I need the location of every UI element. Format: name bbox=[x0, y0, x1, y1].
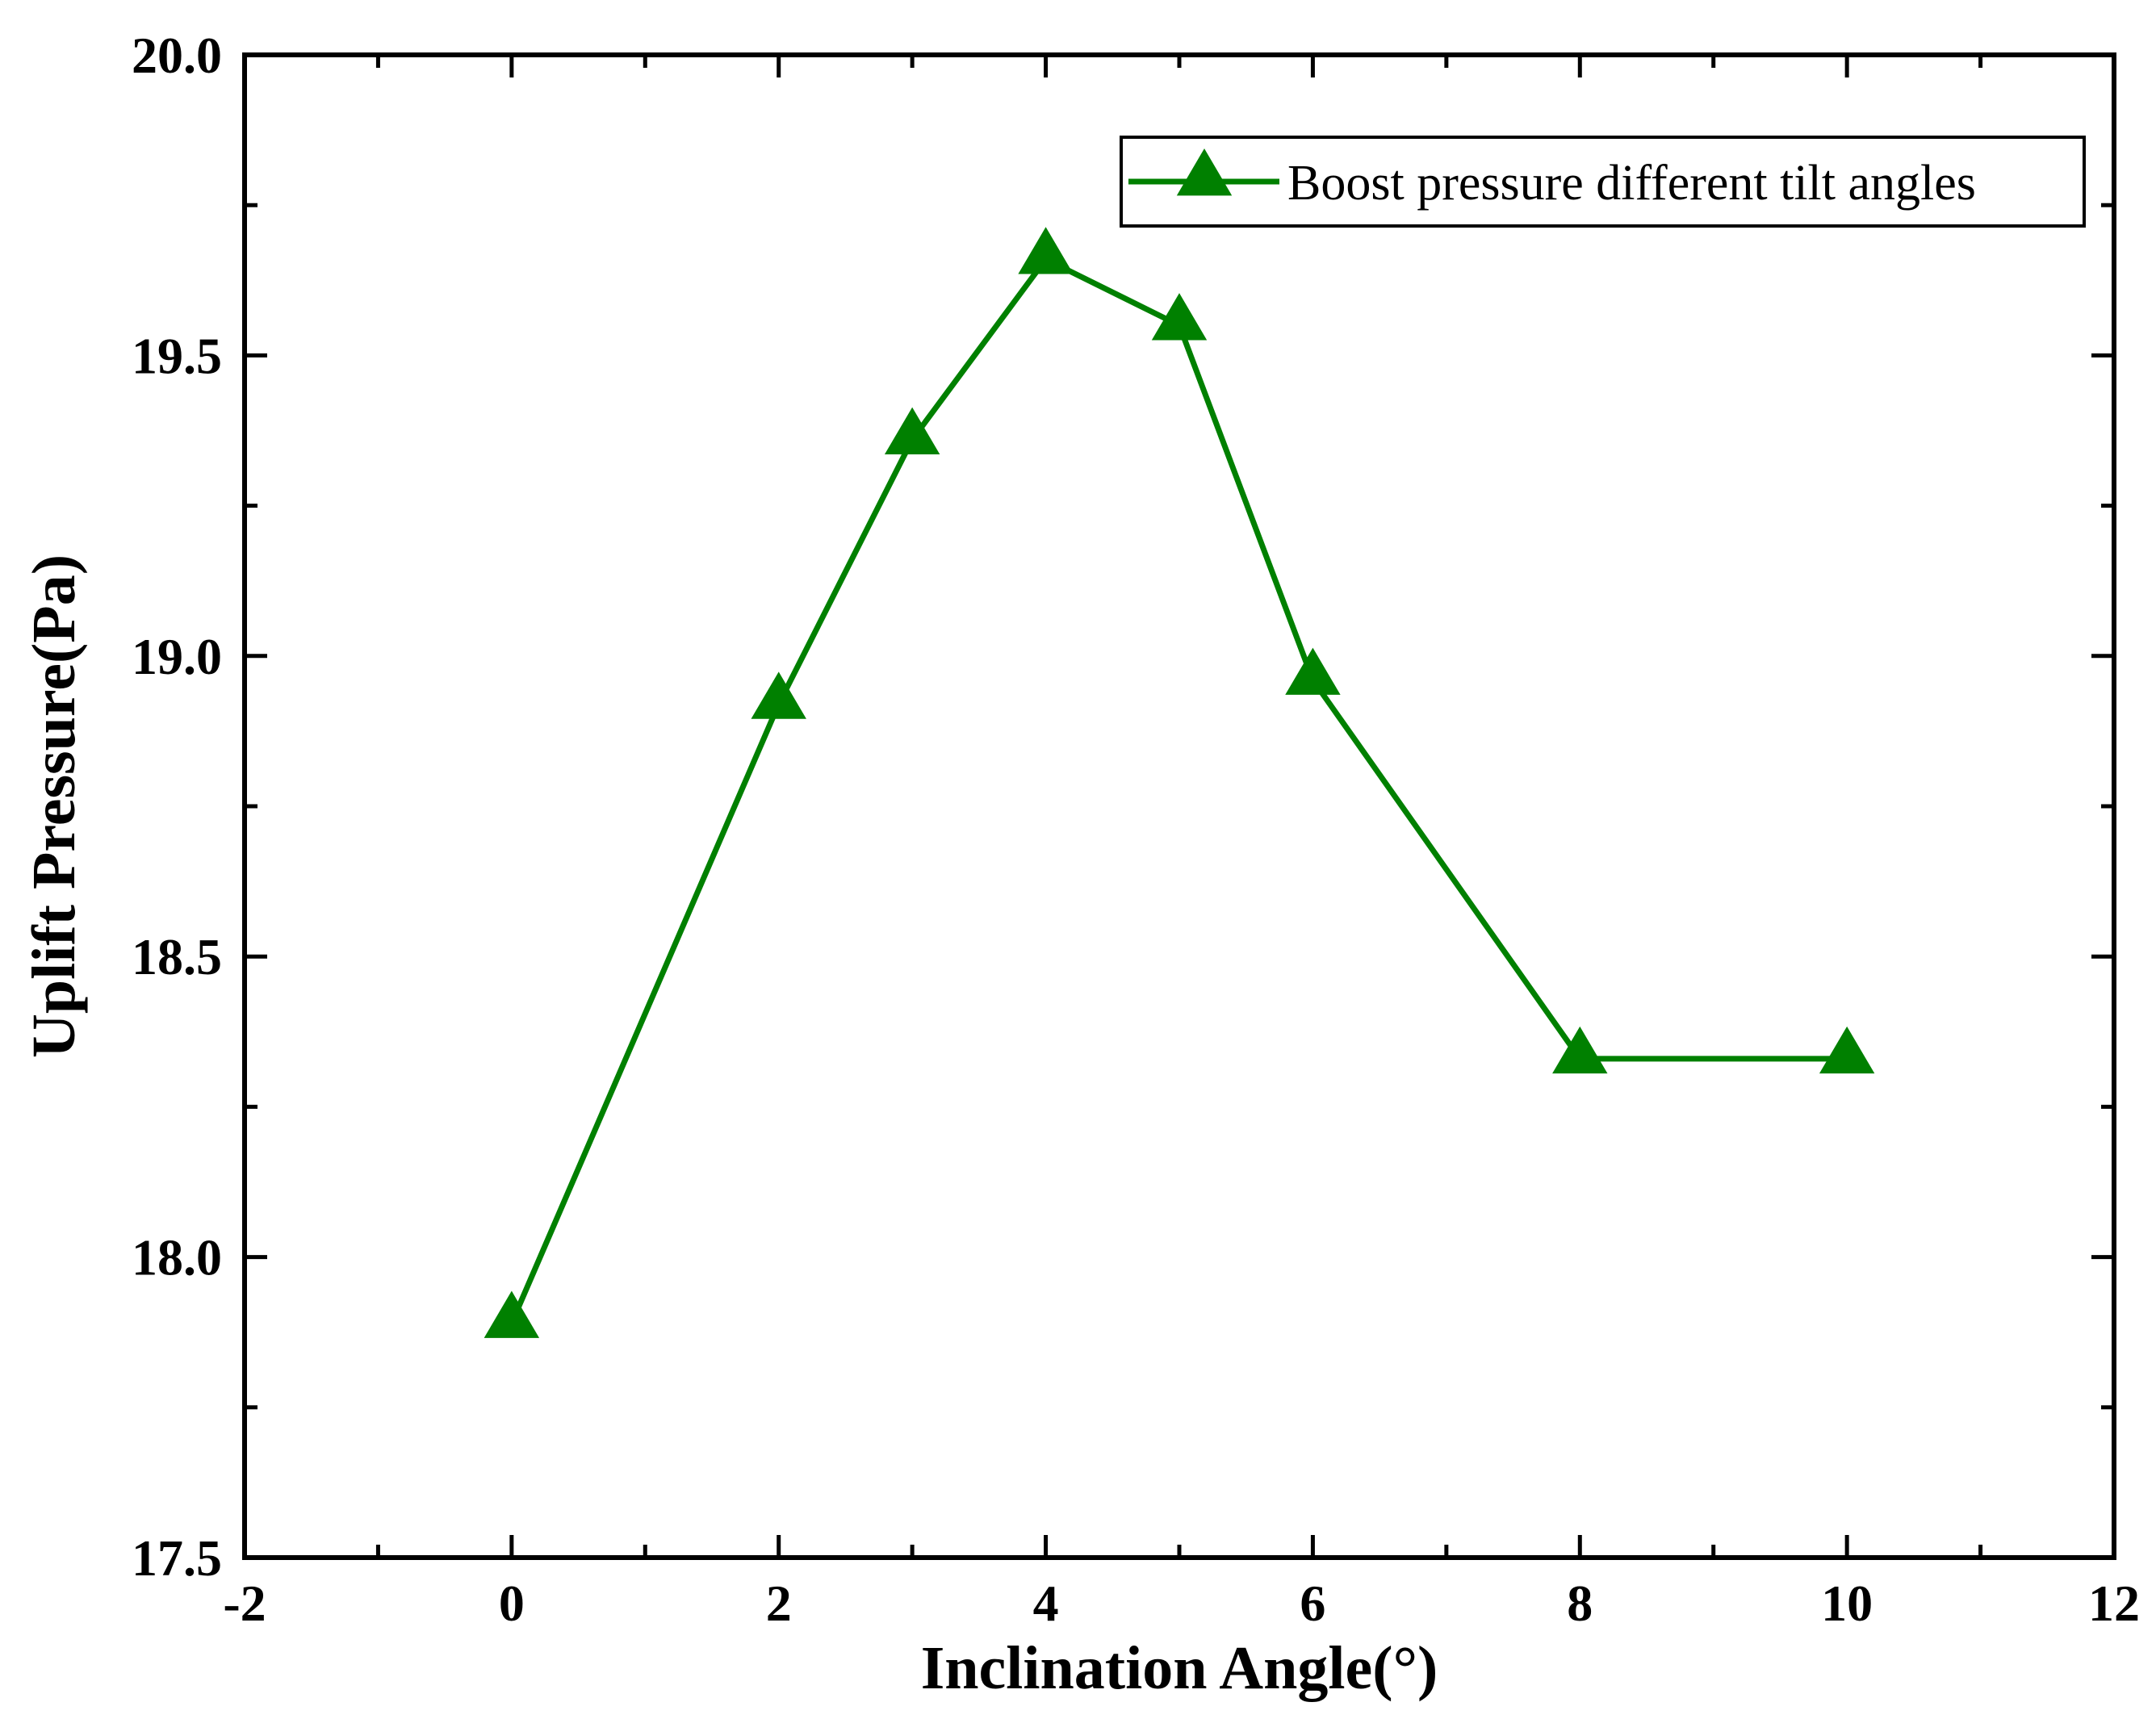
x-tick-label: 4 bbox=[1033, 1575, 1059, 1632]
axis-ticks bbox=[242, 52, 2116, 1560]
y-tick-label: 17.5 bbox=[132, 1529, 222, 1587]
x-axis-title: Inclination Angle(°) bbox=[921, 1634, 1438, 1702]
legend-box bbox=[1120, 136, 2086, 228]
legend-label: Boost pressure different tilt angles bbox=[1287, 156, 1976, 211]
data-point-marker bbox=[884, 407, 940, 454]
series-line bbox=[509, 256, 1848, 1324]
data-point-marker bbox=[1552, 1026, 1608, 1074]
x-tick-labels: -2 0 2 4 6 8 10 12 bbox=[223, 1575, 2140, 1632]
y-axis-title: Uplift Pressure(Pa) bbox=[20, 554, 88, 1058]
x-tick-label: 0 bbox=[499, 1575, 525, 1632]
data-point-marker bbox=[1819, 1026, 1875, 1074]
x-tick-label: 12 bbox=[2088, 1575, 2140, 1632]
legend: Boost pressure different tilt angles bbox=[1120, 136, 2086, 228]
data-point-marker bbox=[484, 1290, 540, 1338]
x-tick-label: 6 bbox=[1300, 1575, 1325, 1632]
data-point-marker bbox=[1151, 293, 1208, 341]
y-tick-label: 18.0 bbox=[132, 1229, 222, 1286]
data-point-marker bbox=[1018, 227, 1074, 274]
x-tick-label: 8 bbox=[1567, 1575, 1593, 1632]
y-tick-label: 19.5 bbox=[132, 327, 222, 384]
y-tick-label: 18.5 bbox=[132, 928, 222, 985]
y-tick-label: 20.0 bbox=[132, 27, 222, 84]
series-layer bbox=[484, 227, 1875, 1338]
data-point-marker bbox=[751, 671, 806, 719]
plot-frame bbox=[242, 52, 2116, 1560]
legend-marker-triangle bbox=[1176, 148, 1233, 196]
x-tick-label: 10 bbox=[1821, 1575, 1873, 1632]
y-tick-label: 19.0 bbox=[132, 628, 222, 685]
data-point-marker bbox=[1285, 647, 1341, 695]
x-tick-label: 2 bbox=[766, 1575, 792, 1632]
y-tick-labels: 17.5 18.0 18.5 19.0 19.5 20.0 bbox=[132, 27, 222, 1587]
x-tick-label: -2 bbox=[223, 1575, 266, 1632]
